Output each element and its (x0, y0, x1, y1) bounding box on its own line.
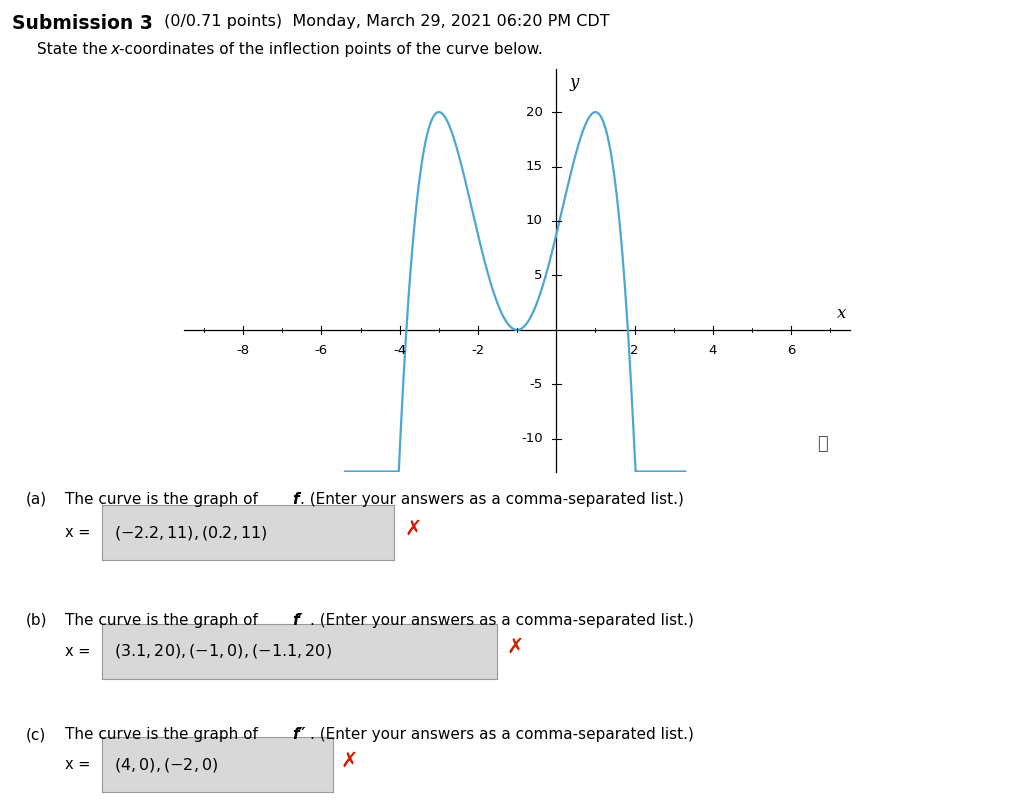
Text: -6: -6 (314, 344, 328, 357)
Text: x =: x = (65, 644, 90, 659)
Text: . (Enter your answers as a comma-separated list.): . (Enter your answers as a comma-separat… (300, 492, 684, 507)
Text: -4: -4 (393, 344, 407, 357)
Text: y: y (570, 74, 580, 91)
Text: Submission 3: Submission 3 (12, 14, 154, 33)
Text: (0/0.71 points)  Monday, March 29, 2021 06:20 PM CDT: (0/0.71 points) Monday, March 29, 2021 0… (159, 14, 609, 29)
Text: 5: 5 (535, 269, 543, 282)
Text: The curve is the graph of: The curve is the graph of (65, 492, 262, 507)
Text: State the: State the (37, 42, 113, 57)
Text: f″: f″ (292, 727, 305, 742)
Text: 20: 20 (525, 106, 543, 118)
Text: f′: f′ (292, 613, 302, 628)
Text: $(4,0),(-2,0)$: $(4,0),(-2,0)$ (114, 756, 218, 774)
Text: (c): (c) (26, 727, 46, 742)
Text: The curve is the graph of: The curve is the graph of (65, 613, 262, 628)
Text: (b): (b) (26, 613, 47, 628)
Text: The curve is the graph of: The curve is the graph of (65, 727, 262, 742)
Text: -8: -8 (237, 344, 250, 357)
Text: . (Enter your answers as a comma-separated list.): . (Enter your answers as a comma-separat… (310, 613, 694, 628)
Text: ✗: ✗ (341, 751, 358, 771)
Text: 4: 4 (709, 344, 717, 357)
Text: -coordinates of the inflection points of the curve below.: -coordinates of the inflection points of… (119, 42, 543, 57)
Text: x: x (838, 305, 847, 322)
Text: ✗: ✗ (507, 638, 524, 657)
Text: f: f (292, 492, 298, 507)
Text: 2: 2 (631, 344, 639, 357)
Text: (a): (a) (26, 492, 47, 507)
Text: $(3.1,20),(-1,0),(-1.1,20)$: $(3.1,20),(-1,0),(-1.1,20)$ (115, 642, 332, 660)
Text: 15: 15 (525, 160, 543, 173)
Text: x =: x = (65, 758, 90, 772)
Text: 10: 10 (525, 214, 543, 227)
Text: x: x (111, 42, 120, 57)
Text: -2: -2 (471, 344, 484, 357)
Text: -5: -5 (529, 378, 543, 391)
Text: $( - 2.2,11),(0.2,11)$: $( - 2.2,11),(0.2,11)$ (114, 524, 267, 542)
Text: ✗: ✗ (404, 519, 422, 538)
Text: 6: 6 (787, 344, 796, 357)
Text: . (Enter your answers as a comma-separated list.): . (Enter your answers as a comma-separat… (310, 727, 694, 742)
Text: x =: x = (65, 526, 90, 540)
Text: -10: -10 (521, 432, 543, 446)
Text: ⓘ: ⓘ (817, 435, 827, 453)
